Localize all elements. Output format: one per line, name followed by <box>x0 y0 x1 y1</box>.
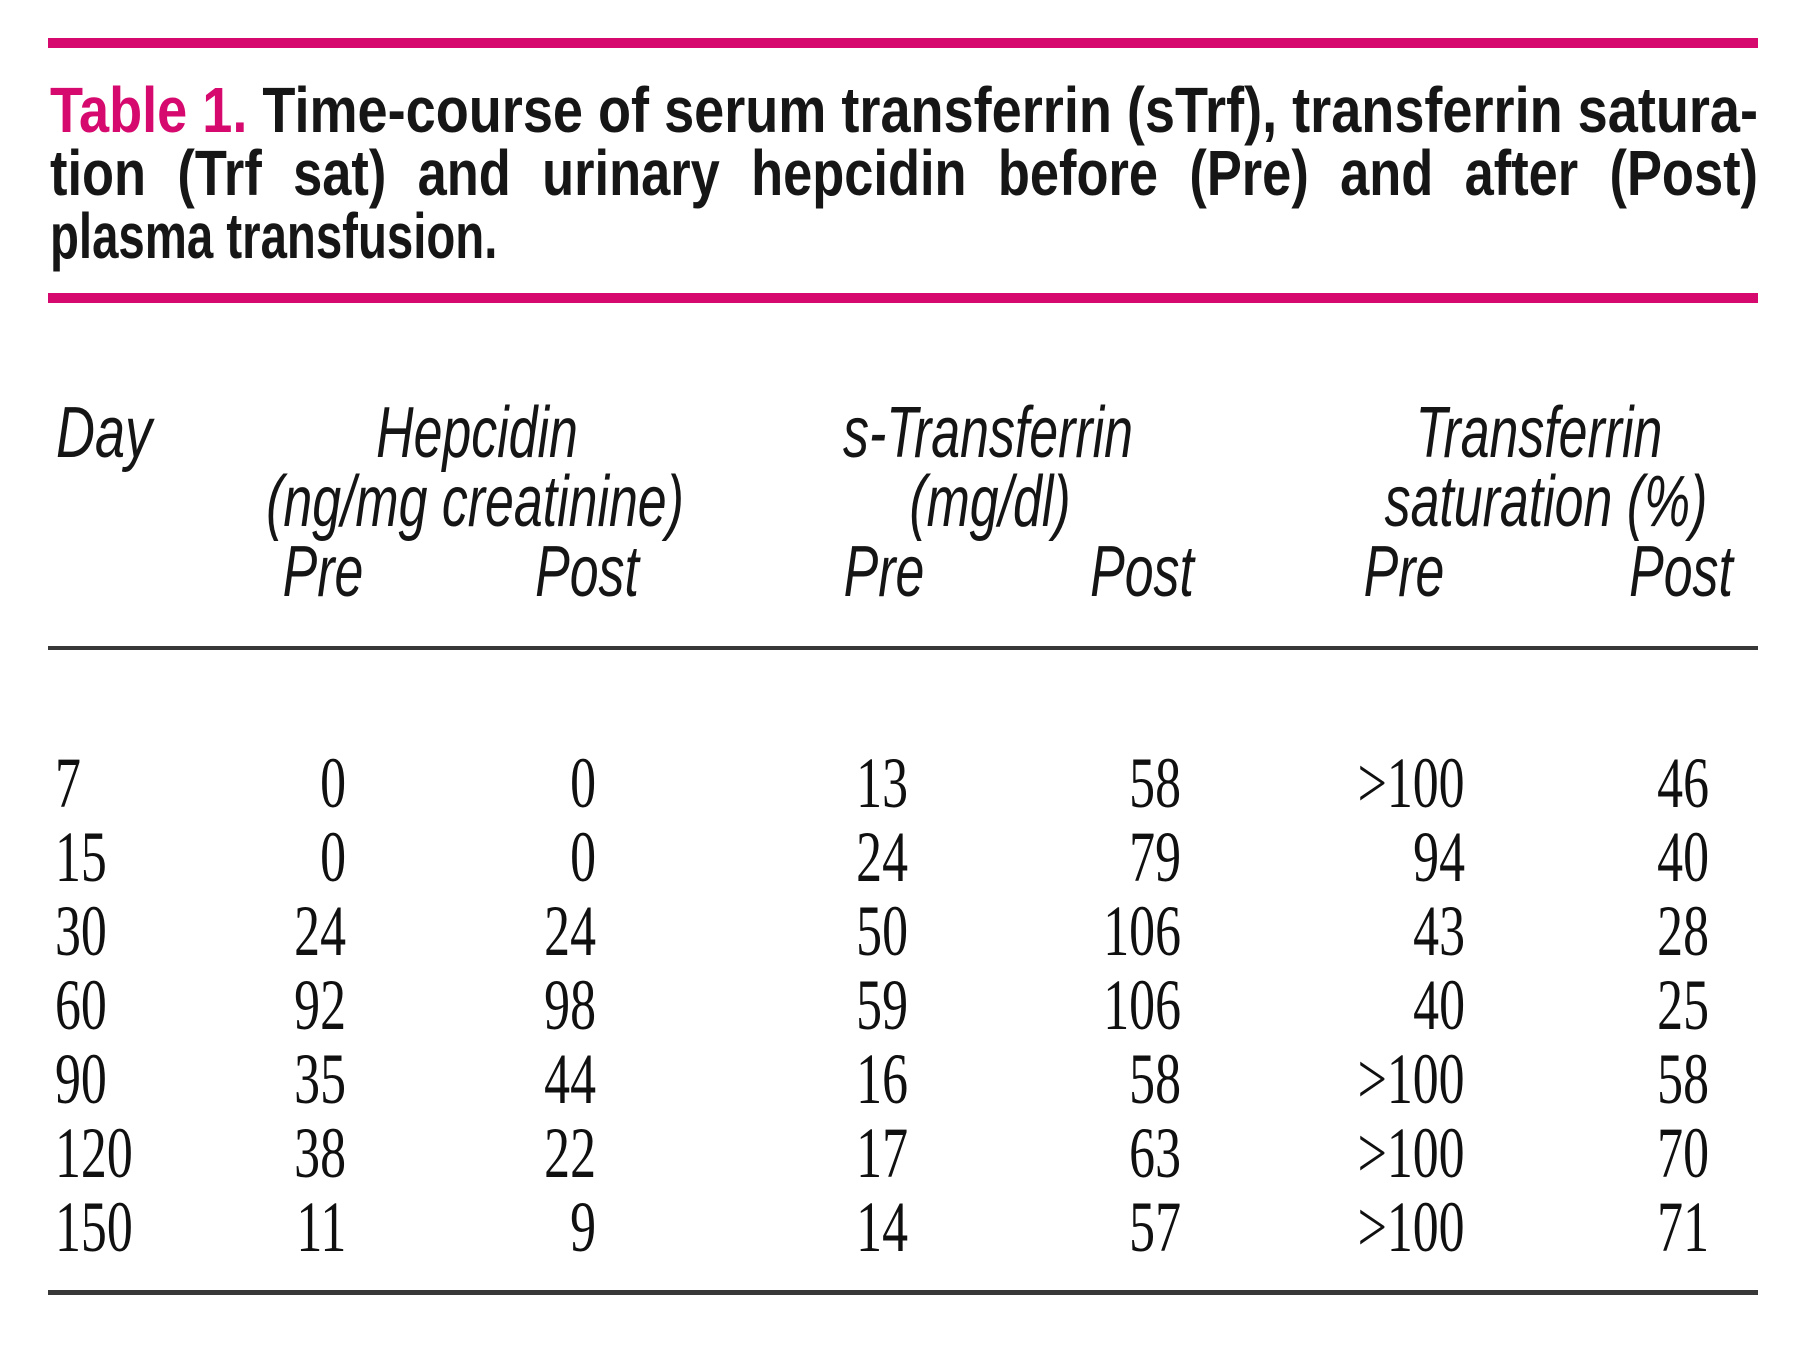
cell-day: 120 <box>55 1113 133 1193</box>
cell-saturation-post: 58 <box>1657 1039 1709 1119</box>
cell-hepcidin-pre: 38 <box>294 1113 346 1193</box>
cell-hepcidin-post: 44 <box>544 1039 596 1119</box>
data-grid: 7 0 0 13 58 >100 46 15 0 0 24 79 94 40 3… <box>48 746 1758 1264</box>
table-row: 120 38 22 17 63 >100 70 <box>48 1116 1758 1190</box>
cell-saturation-pre: >100 <box>1358 743 1465 823</box>
cell-hepcidin-post: 24 <box>544 891 596 971</box>
cell-day: 30 <box>55 891 107 971</box>
header-group-hepcidin: Hepcidin <box>376 393 578 473</box>
header-separator-rule <box>48 646 1758 650</box>
cell-s-transferrin-post: 106 <box>1103 891 1181 971</box>
header-unit-transferrin-saturation: saturation (%) <box>1384 462 1708 542</box>
cell-day: 7 <box>55 743 81 823</box>
header-saturation-pre: Pre <box>1363 532 1445 612</box>
cell-saturation-post: 40 <box>1657 817 1709 897</box>
table-bottom-rule <box>48 1290 1758 1295</box>
cell-day: 60 <box>55 965 107 1045</box>
cell-s-transferrin-pre: 13 <box>856 743 908 823</box>
caption-line-2: tion (Trf sat) and urinary hepcidin befo… <box>50 137 1758 209</box>
header-group-s-transferrin: s-Transferrin <box>843 393 1133 473</box>
cell-hepcidin-post: 0 <box>570 817 596 897</box>
cell-saturation-pre: >100 <box>1358 1039 1465 1119</box>
cell-s-transferrin-post: 79 <box>1129 817 1181 897</box>
caption-line-3: plasma transfusion. <box>50 200 498 272</box>
caption-line-1: Table 1. Time-course of serum transferri… <box>50 78 1758 142</box>
cell-s-transferrin-post: 58 <box>1129 1039 1181 1119</box>
cell-saturation-post: 28 <box>1657 891 1709 971</box>
cell-hepcidin-post: 9 <box>570 1187 596 1267</box>
cell-hepcidin-pre: 0 <box>320 817 346 897</box>
header-group-transferrin-saturation: Transferrin <box>1415 393 1663 473</box>
cell-saturation-post: 25 <box>1657 965 1709 1045</box>
cell-saturation-post: 70 <box>1657 1113 1709 1193</box>
cell-s-transferrin-pre: 50 <box>856 891 908 971</box>
cell-hepcidin-pre: 0 <box>320 743 346 823</box>
header-hepcidin-post: Post <box>535 532 639 612</box>
cell-s-transferrin-pre: 17 <box>856 1113 908 1193</box>
cell-saturation-pre: 40 <box>1413 965 1465 1045</box>
cell-s-transferrin-post: 58 <box>1129 743 1181 823</box>
table-row: 7 0 0 13 58 >100 46 <box>48 746 1758 820</box>
header-hepcidin-pre: Pre <box>282 532 364 612</box>
caption-line-1-text: Time-course of serum transferrin (sTrf),… <box>262 74 1759 146</box>
cell-hepcidin-post: 0 <box>570 743 596 823</box>
cell-hepcidin-post: 22 <box>544 1113 596 1193</box>
cell-saturation-pre: >100 <box>1358 1187 1465 1267</box>
cell-day: 90 <box>55 1039 107 1119</box>
table-row: 60 92 98 59 106 40 25 <box>48 968 1758 1042</box>
table-row: 15 0 0 24 79 94 40 <box>48 820 1758 894</box>
table-caption: Table 1. Time-course of serum transferri… <box>50 78 1758 272</box>
cell-s-transferrin-pre: 59 <box>856 965 908 1045</box>
header-unit-hepcidin: (ng/mg creatinine) <box>266 462 684 542</box>
cell-s-transferrin-post: 57 <box>1129 1187 1181 1267</box>
header-saturation-post: Post <box>1629 532 1733 612</box>
cell-s-transferrin-pre: 16 <box>856 1039 908 1119</box>
table-row: 30 24 24 50 106 43 28 <box>48 894 1758 968</box>
cell-saturation-pre: >100 <box>1358 1113 1465 1193</box>
cell-s-transferrin-pre: 14 <box>856 1187 908 1267</box>
cell-s-transferrin-post: 106 <box>1103 965 1181 1045</box>
header-day: Day <box>56 393 153 473</box>
header-s-transferrin-post: Post <box>1090 532 1194 612</box>
cell-hepcidin-pre: 92 <box>294 965 346 1045</box>
cell-hepcidin-pre: 24 <box>294 891 346 971</box>
cell-s-transferrin-pre: 24 <box>856 817 908 897</box>
table-number-label: Table 1. <box>50 74 248 146</box>
header-unit-s-transferrin: (mg/dl) <box>909 462 1071 542</box>
cell-day: 15 <box>55 817 107 897</box>
table-row: 150 11 9 14 57 >100 71 <box>48 1190 1758 1264</box>
cell-s-transferrin-post: 63 <box>1129 1113 1181 1193</box>
cell-hepcidin-pre: 11 <box>296 1187 346 1267</box>
cell-saturation-pre: 43 <box>1413 891 1465 971</box>
top-accent-rule <box>48 38 1758 48</box>
cell-hepcidin-post: 98 <box>544 965 596 1045</box>
header-s-transferrin-pre: Pre <box>843 532 925 612</box>
cell-saturation-post: 71 <box>1657 1187 1709 1267</box>
cell-hepcidin-pre: 35 <box>294 1039 346 1119</box>
cell-saturation-post: 46 <box>1657 743 1709 823</box>
cell-saturation-pre: 94 <box>1413 817 1465 897</box>
cell-day: 150 <box>55 1187 133 1267</box>
caption-bottom-accent-rule <box>48 293 1758 303</box>
table-row: 90 35 44 16 58 >100 58 <box>48 1042 1758 1116</box>
